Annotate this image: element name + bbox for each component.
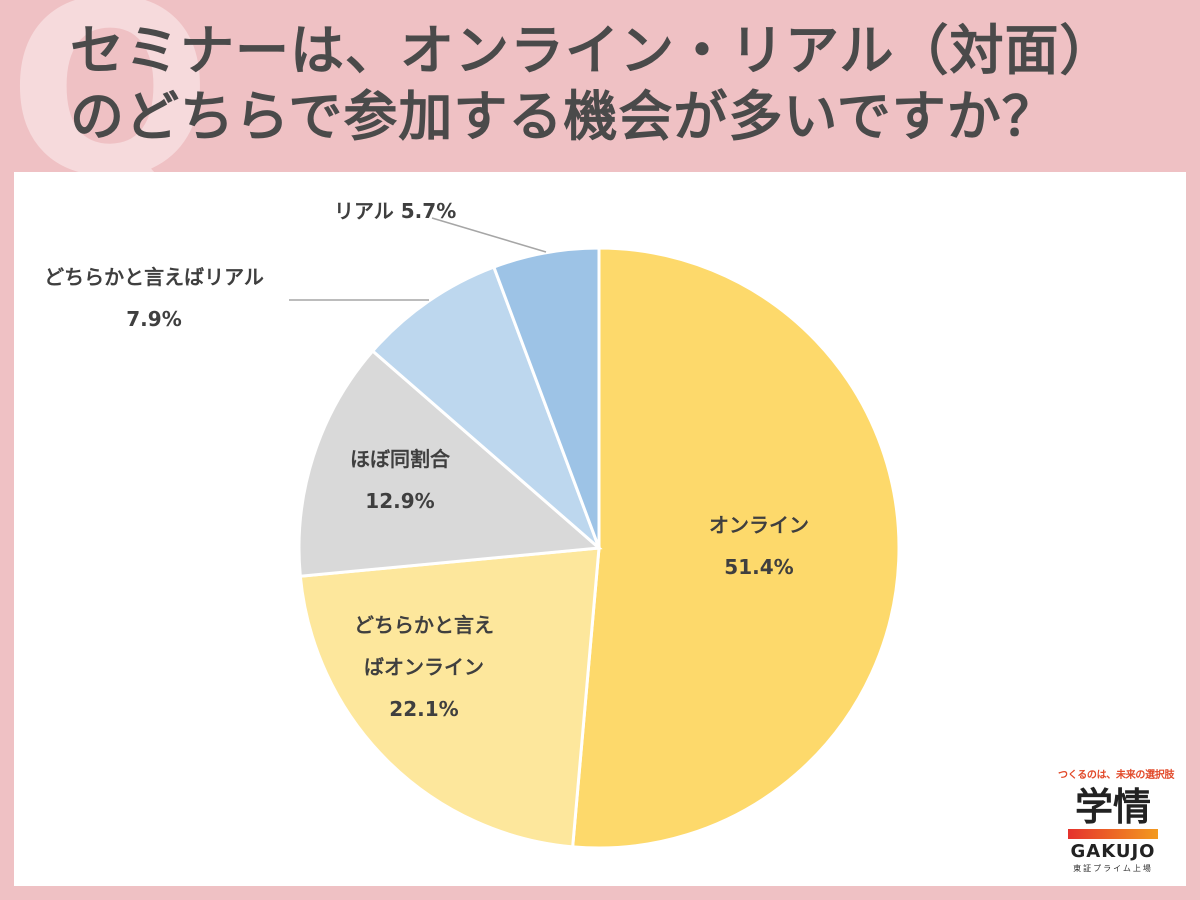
pie-slice-1 — [571, 246, 901, 850]
title-line-2: のどちらで参加する機会が多いですか？ — [70, 85, 1057, 148]
slice-label-1: オンライン — [709, 513, 809, 537]
slice-label-4: どちらかと言えばリアル — [44, 265, 264, 289]
title-line-1: セミナーは、オンライン・リアル（対面） — [70, 19, 1115, 82]
leader-lines — [289, 217, 547, 301]
logo-subtext: 東証プライム上場 — [1073, 864, 1153, 873]
slice-label-3: ほぼ同割合 — [350, 447, 451, 471]
pie-slice-4 — [370, 265, 601, 550]
pie-slices — [297, 246, 901, 850]
pie-slice-3 — [297, 348, 603, 578]
pie-slice-5 — [491, 246, 601, 549]
logo-bar — [1068, 829, 1158, 839]
slice-label-2-1: どちらかと言え — [354, 613, 494, 637]
slice-value-2: 22.1% — [389, 697, 458, 721]
page-title: セミナーは、オンライン・リアル（対面） のどちらで参加する機会が多いですか？ — [70, 18, 1180, 150]
slice-value-4: 7.9% — [126, 307, 181, 331]
logo-latin: GAKUJO — [1070, 841, 1156, 862]
slice-value-3: 12.9% — [365, 489, 434, 513]
slice-label-5: リアル 5.7% — [334, 199, 456, 223]
logo-tagline: つくるのは、未来の選択肢 — [1058, 770, 1175, 781]
chart-card: オンライン 51.4% どちらかと言え ばオンライン 22.1% ほぼ同割合 12.9% どち… — [14, 172, 1186, 886]
leader-line-5 — [431, 217, 547, 253]
slice-label-2-2: ばオンライン — [364, 655, 484, 679]
slice-value-1: 51.4% — [724, 555, 793, 579]
logo-kanji: 学情 — [1074, 785, 1151, 829]
pie-slice-2 — [298, 546, 601, 849]
gakujo-logo: つくるのは、未来の選択肢 学情 GAKUJO 東証プライム上場 — [1058, 766, 1175, 874]
